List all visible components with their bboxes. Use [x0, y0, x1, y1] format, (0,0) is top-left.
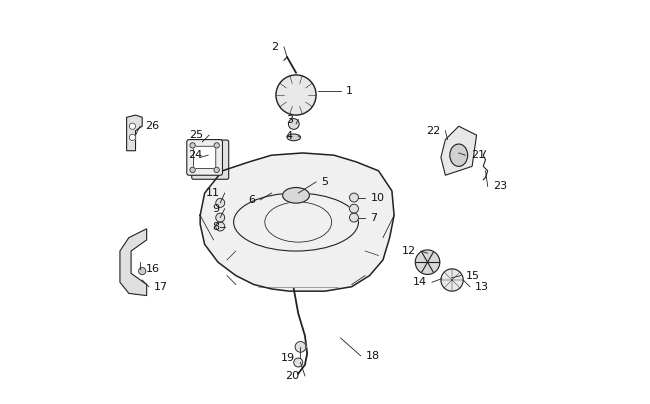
- Circle shape: [129, 123, 136, 129]
- FancyBboxPatch shape: [187, 140, 222, 175]
- Text: 20: 20: [285, 371, 300, 381]
- Circle shape: [129, 134, 136, 141]
- Text: 8: 8: [212, 221, 219, 231]
- Text: 10: 10: [370, 193, 384, 202]
- Circle shape: [441, 269, 463, 291]
- Text: 17: 17: [154, 282, 168, 292]
- Circle shape: [350, 204, 358, 213]
- Text: 4: 4: [286, 131, 293, 141]
- Circle shape: [216, 213, 225, 222]
- Polygon shape: [127, 115, 142, 151]
- Text: 2: 2: [272, 42, 279, 52]
- Text: 3: 3: [286, 114, 293, 124]
- Text: 5: 5: [322, 177, 328, 187]
- Ellipse shape: [287, 134, 300, 141]
- Circle shape: [214, 167, 219, 173]
- Circle shape: [216, 222, 225, 231]
- Text: 13: 13: [475, 282, 489, 292]
- Text: 23: 23: [493, 181, 507, 191]
- Text: 6: 6: [248, 195, 255, 205]
- Circle shape: [294, 358, 303, 367]
- Text: 19: 19: [281, 353, 295, 363]
- Ellipse shape: [415, 250, 440, 274]
- Text: 22: 22: [426, 126, 440, 136]
- Text: 7: 7: [370, 213, 378, 223]
- Polygon shape: [200, 153, 394, 291]
- Circle shape: [276, 75, 316, 115]
- Circle shape: [295, 341, 306, 352]
- Circle shape: [350, 213, 358, 222]
- FancyBboxPatch shape: [192, 140, 229, 179]
- Text: 11: 11: [205, 188, 219, 198]
- Circle shape: [190, 167, 195, 173]
- Circle shape: [350, 193, 358, 202]
- Ellipse shape: [283, 187, 309, 203]
- Circle shape: [289, 119, 299, 129]
- Text: 1: 1: [346, 86, 353, 96]
- Text: 15: 15: [466, 271, 480, 280]
- Text: 14: 14: [413, 277, 426, 287]
- Circle shape: [138, 267, 146, 275]
- Text: 12: 12: [401, 246, 415, 256]
- Text: 9: 9: [212, 204, 219, 214]
- Text: 21: 21: [471, 150, 485, 160]
- Text: 18: 18: [366, 351, 380, 361]
- Text: 26: 26: [146, 121, 159, 131]
- Circle shape: [214, 143, 219, 148]
- Circle shape: [190, 143, 195, 148]
- Ellipse shape: [450, 144, 467, 166]
- Polygon shape: [120, 229, 147, 296]
- Text: 16: 16: [146, 264, 159, 274]
- Circle shape: [216, 198, 225, 207]
- FancyBboxPatch shape: [194, 146, 216, 168]
- Polygon shape: [441, 126, 476, 175]
- Text: 24: 24: [188, 150, 203, 160]
- Text: 25: 25: [190, 130, 203, 140]
